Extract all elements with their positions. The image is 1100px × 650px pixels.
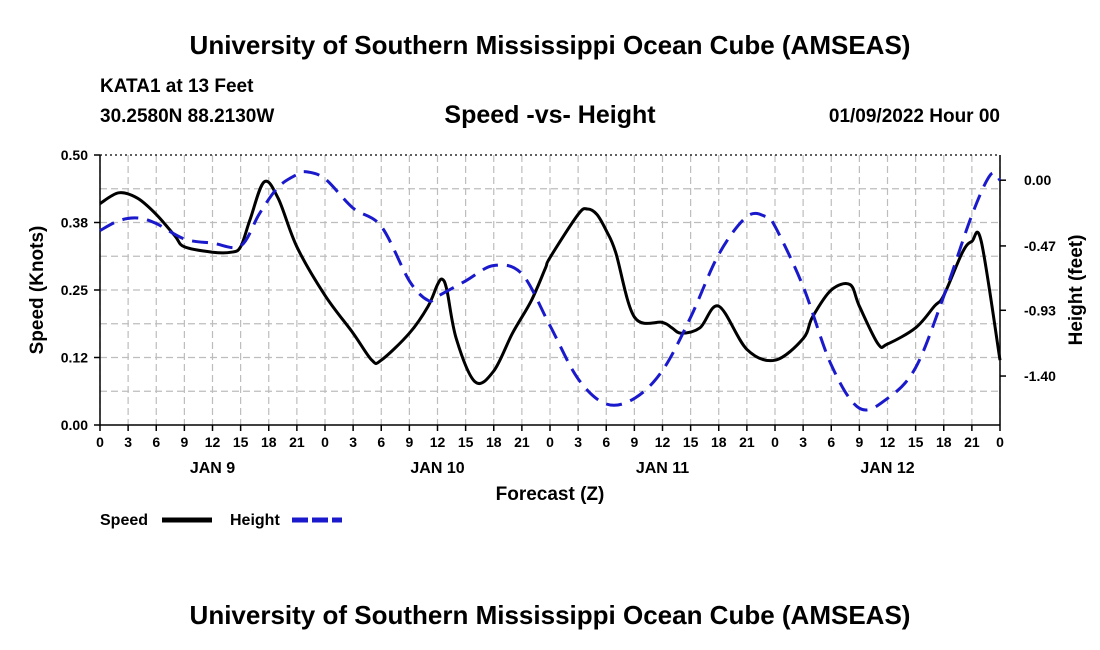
coordinates-label: 30.2580N 88.2130W <box>100 106 275 127</box>
y2-tick-label: -0.47 <box>1024 238 1056 254</box>
legend-label-height: Height <box>230 512 280 529</box>
chart-subtitle: Speed -vs- Height <box>444 101 656 129</box>
forecast-datetime: 01/09/2022 Hour 00 <box>828 106 1000 127</box>
x-tick-label: 12 <box>655 434 671 450</box>
y-tick-label: 0.12 <box>61 350 88 366</box>
x-tick-label: 15 <box>908 434 924 450</box>
x-tick-label: 21 <box>964 434 980 450</box>
x-tick-label: 15 <box>683 434 699 450</box>
x-tick-label: 0 <box>546 434 554 450</box>
x-tick-label: 12 <box>880 434 896 450</box>
legend-label-speed: Speed <box>100 512 148 529</box>
y2-tick-label: 0.00 <box>1024 172 1051 188</box>
y-tick-label: 0.50 <box>61 147 88 163</box>
x-tick-label: 0 <box>96 434 104 450</box>
y-tick-label: 0.00 <box>61 417 88 433</box>
y2-axis-label: Height (feet) <box>1066 235 1087 346</box>
y2-tick-label: -1.40 <box>1024 368 1056 384</box>
x-tick-label: 9 <box>855 434 863 450</box>
station-label: KATA1 at 13 Feet <box>100 76 254 97</box>
x-tick-label: 0 <box>996 434 1004 450</box>
date-label: JAN 10 <box>410 460 464 477</box>
x-tick-label: 18 <box>261 434 277 450</box>
x-tick-label: 21 <box>739 434 755 450</box>
series-line-height <box>99 170 1002 412</box>
series-line-speed <box>99 179 1002 386</box>
x-tick-label: 3 <box>574 434 582 450</box>
x-tick-label: 3 <box>124 434 132 450</box>
x-tick-label: 0 <box>771 434 779 450</box>
x-tick-label: 12 <box>430 434 446 450</box>
x-tick-label: 9 <box>405 434 413 450</box>
x-tick-label: 15 <box>233 434 249 450</box>
x-tick-label: 6 <box>827 434 835 450</box>
y-axis-label: Speed (Knots) <box>27 226 48 355</box>
x-tick-label: 21 <box>289 434 305 450</box>
x-tick-label: 18 <box>936 434 952 450</box>
x-tick-label: 3 <box>799 434 807 450</box>
x-tick-label: 6 <box>602 434 610 450</box>
x-tick-label: 6 <box>152 434 160 450</box>
y-tick-label: 0.38 <box>61 215 88 231</box>
y-tick-label: 0.25 <box>61 282 88 298</box>
date-label: JAN 11 <box>636 460 689 477</box>
x-tick-label: 15 <box>458 434 474 450</box>
x-axis-label: Forecast (Z) <box>496 484 605 505</box>
x-tick-label: 9 <box>180 434 188 450</box>
footer-title: University of Southern Mississippi Ocean… <box>189 600 911 630</box>
chart-title: University of Southern Mississippi Ocean… <box>189 30 911 60</box>
x-tick-label: 12 <box>205 434 221 450</box>
x-tick-label: 18 <box>486 434 502 450</box>
y2-tick-label: -0.93 <box>1024 302 1056 318</box>
x-tick-label: 3 <box>349 434 357 450</box>
x-tick-label: 9 <box>630 434 638 450</box>
x-tick-label: 21 <box>514 434 530 450</box>
date-label: JAN 9 <box>190 460 235 477</box>
date-label: JAN 12 <box>860 460 914 477</box>
x-tick-label: 0 <box>321 434 329 450</box>
x-tick-label: 6 <box>377 434 385 450</box>
x-tick-label: 18 <box>711 434 727 450</box>
